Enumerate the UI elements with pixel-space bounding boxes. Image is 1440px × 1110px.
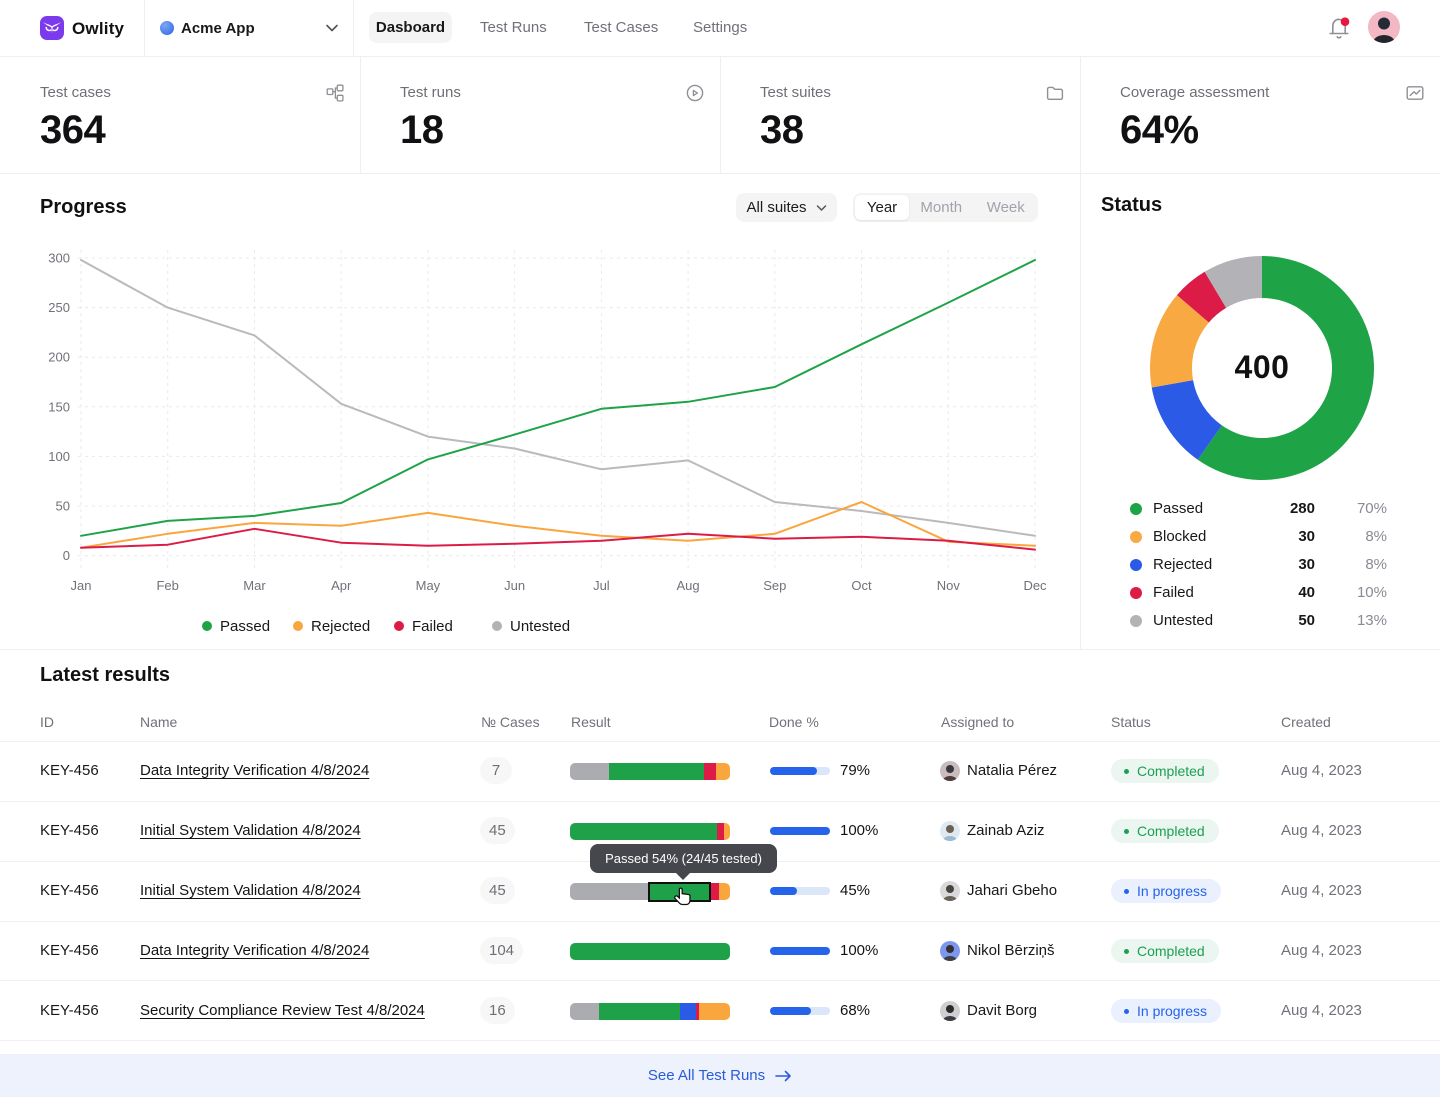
svg-text:Jun: Jun (504, 578, 525, 593)
svg-text:Rejected: Rejected (311, 618, 370, 635)
svg-text:100: 100 (48, 449, 70, 464)
svg-text:Oct: Oct (851, 578, 872, 593)
svg-text:50: 50 (56, 499, 70, 514)
svg-text:Passed: Passed (220, 618, 270, 635)
svg-text:Untested: Untested (510, 618, 570, 635)
svg-text:Aug: Aug (677, 578, 700, 593)
svg-text:Jan: Jan (71, 578, 92, 593)
svg-text:0: 0 (63, 548, 70, 563)
svg-text:200: 200 (48, 350, 70, 365)
svg-text:150: 150 (48, 399, 70, 414)
svg-text:Feb: Feb (156, 578, 178, 593)
svg-text:Apr: Apr (331, 578, 352, 593)
svg-text:Mar: Mar (243, 578, 266, 593)
svg-text:Sep: Sep (763, 578, 786, 593)
svg-text:Dec: Dec (1023, 578, 1047, 593)
svg-text:Jul: Jul (593, 578, 610, 593)
svg-text:Failed: Failed (412, 618, 453, 635)
svg-text:Nov: Nov (937, 578, 961, 593)
svg-text:May: May (416, 578, 441, 593)
svg-text:300: 300 (48, 251, 70, 266)
svg-text:250: 250 (48, 300, 70, 315)
